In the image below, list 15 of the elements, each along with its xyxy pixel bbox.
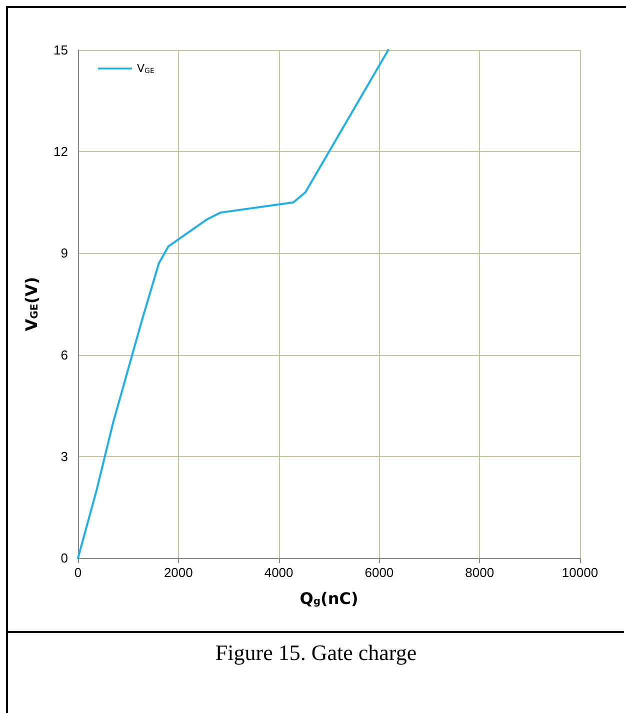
x-tick-label: 0	[74, 565, 82, 580]
y-tick-label: 15	[54, 42, 68, 58]
x-tick-label: 2000	[164, 565, 193, 580]
y-tick-label: 6	[60, 347, 68, 362]
y-tick-label: 12	[54, 144, 68, 160]
caption: Figure 15. Gate charge	[214, 640, 418, 666]
y-axis-title: VGE(V)	[22, 276, 41, 332]
x-tick-label: 10000	[562, 565, 598, 580]
x-tick-label: 8000	[465, 565, 494, 580]
x-axis-title: Qg(nC)	[300, 589, 358, 608]
y-tick-label: 9	[60, 246, 68, 261]
y-tick-label: 3	[60, 448, 68, 464]
x-tick-label: 6000	[364, 565, 394, 580]
y-tick-label: 0	[60, 550, 68, 566]
x-tick-label: 4000	[264, 565, 294, 580]
